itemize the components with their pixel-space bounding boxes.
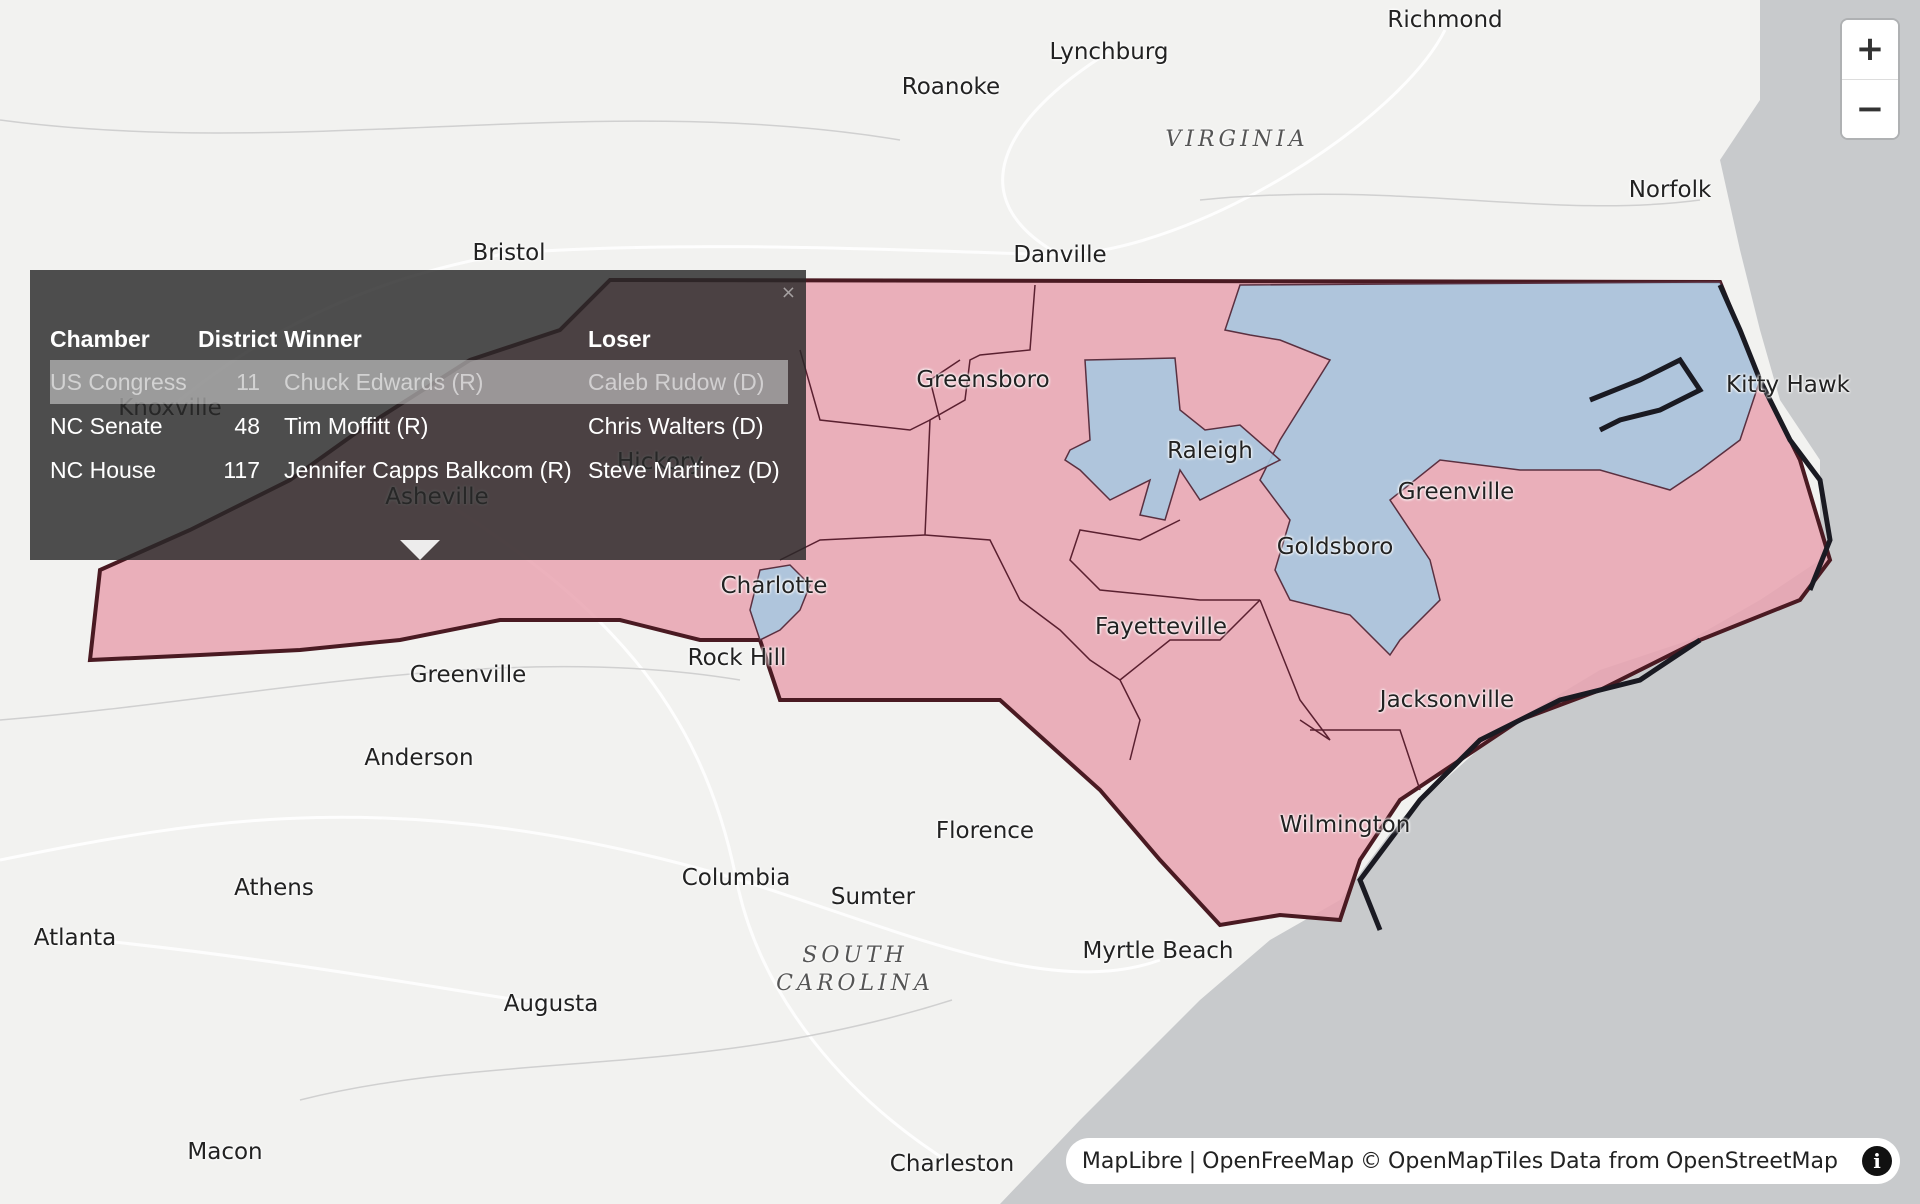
place-label: Augusta <box>503 991 599 1017</box>
ocean <box>1000 0 1920 1204</box>
header-loser: Loser <box>588 325 651 352</box>
place-label: Florence <box>935 818 1035 844</box>
openstreetmap-link[interactable]: OpenStreetMap <box>1665 1148 1838 1174</box>
cell-chamber: US Congress <box>50 360 198 404</box>
cell-chamber: NC Senate <box>50 412 163 439</box>
cell-winner: Chuck Edwards (R) <box>284 360 588 404</box>
place-label: Athens <box>234 875 314 901</box>
place-label: Kitty Hawk <box>1726 372 1850 398</box>
place-label: Greenville <box>1397 479 1515 505</box>
attribution: MapLibre | OpenFreeMap © OpenMapTiles Da… <box>1065 1138 1900 1184</box>
results-table: Chamber District Winner Loser US Congres… <box>50 318 788 492</box>
place-label: Norfolk <box>1628 177 1712 203</box>
place-label: Fayetteville <box>1094 614 1228 640</box>
place-label: Greensboro <box>916 367 1050 393</box>
data-from-text: Data from <box>1549 1148 1660 1174</box>
cell-loser: Steve Martinez (D) <box>588 456 780 483</box>
place-label: Sumter <box>830 884 916 910</box>
cell-district: 11 <box>198 360 284 404</box>
header-winner: Winner <box>284 325 362 352</box>
place-label: Macon <box>187 1139 263 1165</box>
cell-winner: Jennifer Capps Balkcom (R) <box>284 456 572 483</box>
attribution-separator: | <box>1188 1148 1197 1174</box>
nc-democrat-northeast <box>1224 281 1761 657</box>
place-label: Columbia <box>681 865 791 891</box>
header-chamber: Chamber <box>50 325 150 352</box>
zoom-out-button[interactable]: − <box>1842 79 1898 138</box>
openmaptiles-link[interactable]: OpenMapTiles <box>1388 1148 1544 1174</box>
place-label: Richmond <box>1387 7 1503 33</box>
place-label: Goldsboro <box>1276 534 1394 560</box>
place-label: Raleigh <box>1167 438 1253 464</box>
cell-district: 117 <box>223 456 260 483</box>
copyright-symbol: © <box>1360 1148 1383 1174</box>
nc-democrat-raleigh <box>1064 357 1282 521</box>
region-label: SOUTH CAROLINA <box>776 943 934 996</box>
info-icon[interactable]: i <box>1862 1146 1892 1176</box>
place-label: Charleston <box>889 1151 1015 1177</box>
close-icon[interactable]: × <box>780 282 796 303</box>
place-label: Wilmington <box>1279 812 1411 838</box>
table-row[interactable]: NC House 117 Jennifer Capps Balkcom (R) … <box>50 448 788 492</box>
place-label: Greenville <box>409 662 527 688</box>
nc-democrat-charlotte <box>749 564 811 642</box>
table-header-row: Chamber District Winner Loser <box>50 318 788 360</box>
place-label: Atlanta <box>33 925 117 951</box>
maplibre-link[interactable]: MapLibre <box>1081 1148 1183 1174</box>
place-label: Bristol <box>472 240 546 266</box>
cell-district: 48 <box>234 412 260 439</box>
zoom-control: + − <box>1842 20 1898 138</box>
cell-winner: Tim Moffitt (R) <box>284 412 429 439</box>
table-row[interactable]: US Congress 11 Chuck Edwards (R) Caleb R… <box>50 360 788 404</box>
zoom-in-button[interactable]: + <box>1842 20 1898 79</box>
popup-tip <box>400 540 440 560</box>
region-label: VIRGINIA <box>1165 127 1309 152</box>
cell-loser: Caleb Rudow (D) <box>588 360 788 404</box>
place-label: Rock Hill <box>687 645 787 671</box>
cell-chamber: NC House <box>50 456 157 483</box>
table-row[interactable]: NC Senate 48 Tim Moffitt (R) Chris Walte… <box>50 404 788 448</box>
place-label: Jacksonville <box>1379 687 1515 713</box>
cell-loser: Chris Walters (D) <box>588 412 764 439</box>
header-district: District <box>198 325 278 352</box>
place-label: Myrtle Beach <box>1082 938 1234 964</box>
place-label: Lynchburg <box>1049 39 1169 65</box>
district-popup: × Chamber District Winner Loser US Congr… <box>30 270 806 560</box>
openfreemap-link[interactable]: OpenFreeMap <box>1202 1148 1355 1174</box>
place-label: Roanoke <box>901 74 1001 100</box>
place-label: Charlotte <box>720 573 828 599</box>
place-label: Anderson <box>364 745 474 771</box>
place-label: Danville <box>1013 242 1107 268</box>
